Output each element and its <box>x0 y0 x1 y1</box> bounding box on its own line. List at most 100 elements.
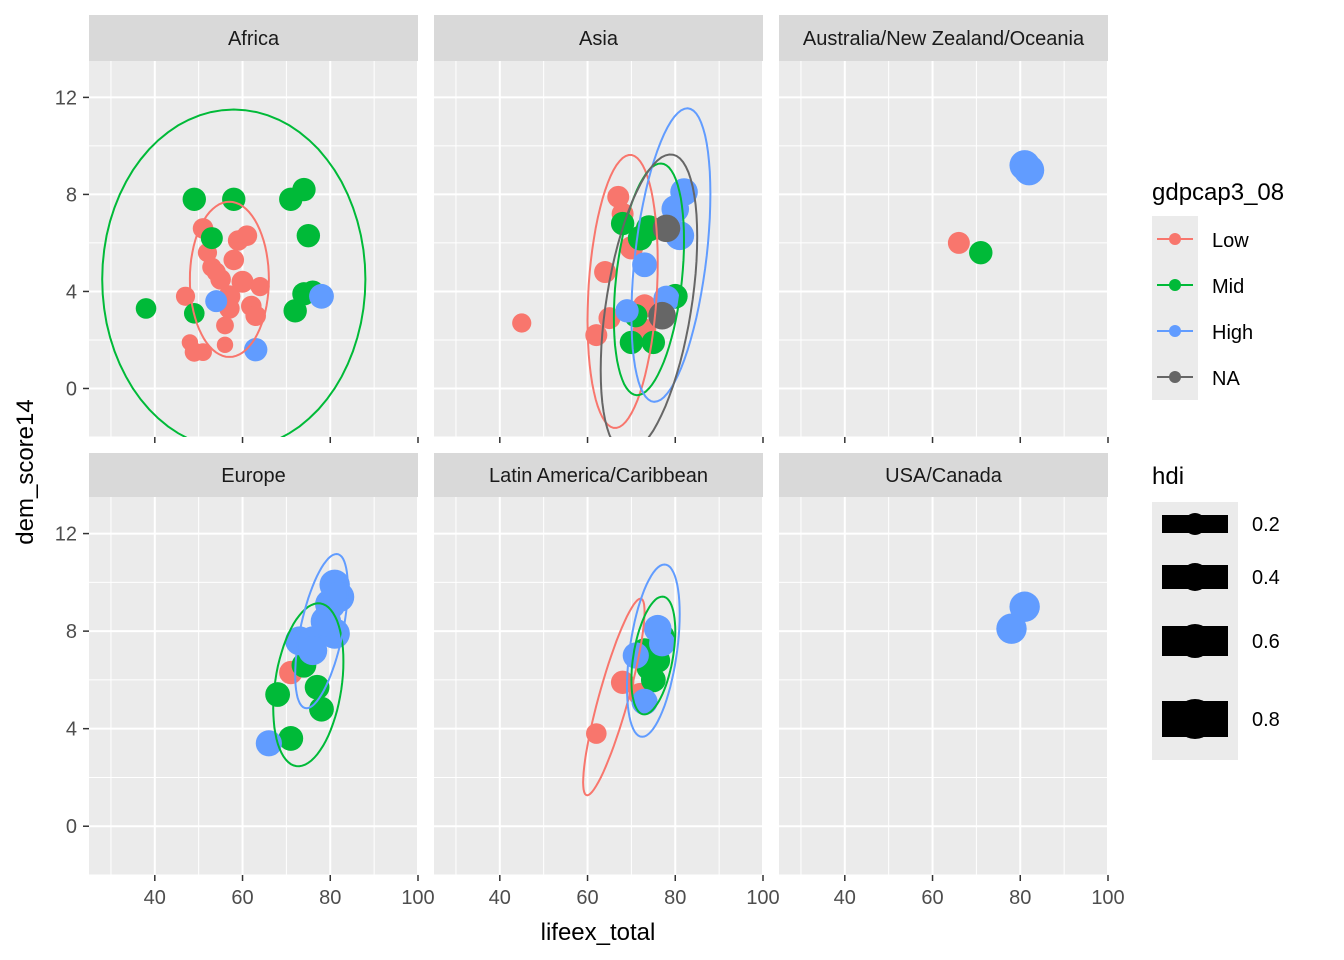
data-point <box>610 670 635 695</box>
facet-panel: Europe 40 60 80 100 0 4 8 12 <box>55 453 435 909</box>
facet-label: USA/Canada <box>885 465 1003 487</box>
confidence-ellipse <box>625 563 681 738</box>
facet-panel: USA/Canada 40 60 80 100 <box>779 453 1125 909</box>
panel-marks <box>512 107 712 437</box>
data-point <box>182 187 206 211</box>
legend-key-point <box>1169 371 1181 383</box>
facet-label: Africa <box>228 28 280 50</box>
x-tick-label: 100 <box>401 887 434 909</box>
legend-label: Mid <box>1212 276 1244 298</box>
data-point <box>1009 591 1040 622</box>
x-tick-label: 60 <box>231 887 253 909</box>
facet-strip <box>434 15 763 61</box>
panel-background <box>434 497 763 875</box>
data-point <box>236 225 258 246</box>
data-point <box>996 613 1027 644</box>
data-point <box>292 177 316 202</box>
x-tick-label: 60 <box>576 887 598 909</box>
size-legend: hdi 0.2 0.4 0.6 0.8 <box>1152 463 1280 760</box>
data-point <box>1013 154 1045 186</box>
facet-panel: Africa 0 4 8 12 <box>55 15 419 443</box>
legend-key-point <box>1169 325 1181 337</box>
data-point <box>615 299 639 323</box>
facet-label: Latin America/Caribbean <box>489 465 708 487</box>
y-tick-label: 12 <box>55 87 77 109</box>
data-point <box>640 667 666 693</box>
panel-marks <box>996 591 1040 644</box>
color-legend: gdpcap3_08 Low Mid High NA <box>1152 179 1284 400</box>
y-tick-label: 0 <box>66 816 77 838</box>
legend-label: NA <box>1212 368 1240 390</box>
data-point <box>652 214 681 243</box>
data-point <box>947 231 970 254</box>
facet-strip <box>89 15 418 61</box>
legend-key-point <box>1169 279 1181 291</box>
panel-marks <box>101 108 367 437</box>
data-point <box>304 674 330 700</box>
legend-label: 0.8 <box>1252 709 1280 731</box>
data-point <box>223 249 245 271</box>
data-point <box>309 696 334 722</box>
panel-background <box>779 61 1108 437</box>
data-point <box>265 682 291 707</box>
x-tick-label: 80 <box>1009 887 1031 909</box>
panel-background <box>434 61 763 437</box>
x-tick-label: 100 <box>746 887 779 909</box>
x-tick-label: 100 <box>1091 887 1124 909</box>
data-point <box>649 630 676 657</box>
y-tick-label: 8 <box>66 184 77 206</box>
data-point <box>298 636 328 666</box>
legend-size-point <box>1178 624 1212 658</box>
color-legend-title: gdpcap3_08 <box>1152 179 1284 206</box>
data-point <box>243 337 268 362</box>
data-point <box>231 270 254 293</box>
data-point <box>641 330 666 355</box>
legend-label: 0.2 <box>1252 514 1280 536</box>
legend-size-point <box>1184 513 1206 535</box>
legend-label: 0.6 <box>1252 631 1280 653</box>
confidence-ellipse <box>612 162 686 397</box>
confidence-ellipse <box>630 107 712 403</box>
data-point <box>216 316 234 335</box>
facet-panel: Australia/New Zealand/Oceania <box>779 15 1109 443</box>
facet-label: Europe <box>221 465 286 487</box>
confidence-ellipse <box>294 552 349 710</box>
legend-label: Low <box>1212 230 1249 252</box>
legend-size-point <box>1175 699 1215 739</box>
facet-panel: Latin America/Caribbean 40 60 80 100 <box>434 453 780 909</box>
data-point <box>512 313 532 333</box>
data-point <box>632 252 657 278</box>
data-point <box>194 343 212 361</box>
confidence-ellipse <box>272 602 345 768</box>
confidence-ellipse <box>586 154 659 429</box>
x-tick-label: 40 <box>834 887 856 909</box>
data-point <box>250 277 270 297</box>
data-point <box>222 187 246 211</box>
y-tick-label: 12 <box>55 524 77 546</box>
panel-background <box>89 61 418 437</box>
legend-key-background <box>1152 216 1198 400</box>
x-tick-label: 40 <box>489 887 511 909</box>
legend-label: 0.4 <box>1252 567 1280 589</box>
data-point <box>278 726 304 751</box>
data-point <box>309 283 334 309</box>
data-point <box>648 301 676 330</box>
data-point <box>607 185 630 208</box>
confidence-ellipse <box>101 108 367 437</box>
panel-background <box>89 497 418 875</box>
legend-size-point <box>1181 563 1209 591</box>
data-point <box>296 223 321 248</box>
confidence-ellipse <box>188 200 270 358</box>
facet-panel: Asia <box>434 15 764 443</box>
data-point <box>969 240 993 265</box>
y-tick-label: 0 <box>66 378 77 400</box>
x-tick-label: 80 <box>319 887 341 909</box>
x-tick-label: 80 <box>664 887 686 909</box>
y-axis-title: dem_score14 <box>12 399 39 544</box>
panel-background <box>779 497 1108 875</box>
facet-label: Australia/New Zealand/Oceania <box>803 28 1085 50</box>
data-point <box>631 688 658 715</box>
data-point <box>206 262 226 282</box>
y-tick-label: 8 <box>66 621 77 643</box>
